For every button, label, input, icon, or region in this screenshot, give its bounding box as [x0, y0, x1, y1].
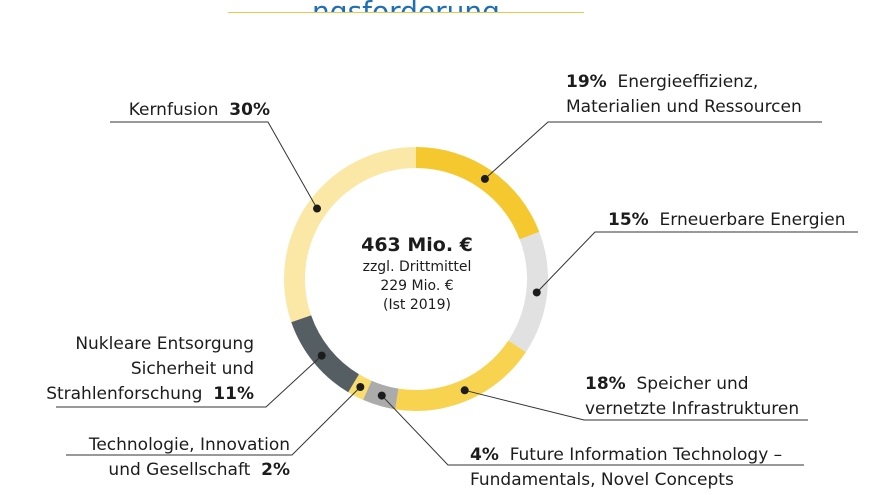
- center-line-1: zzgl. Drittmittel: [362, 259, 472, 275]
- label-kernfusion: Kernfusion 30%: [128, 100, 270, 120]
- chart-title: ngsforderung: [228, 0, 584, 13]
- label-nukleare: Nukleare Entsorgung Sicherheit und Strah…: [46, 334, 254, 404]
- leader-erneuerbar: [536, 231, 858, 293]
- label-fit: 4% Future Information Technology – Funda…: [470, 445, 783, 490]
- center-line-2: 229 Mio. €: [380, 278, 454, 294]
- donut-center: 463 Mio. € zzgl. Drittmittel 229 Mio. € …: [340, 232, 494, 315]
- dot-energie: [480, 174, 489, 183]
- dot-nukleare: [317, 351, 326, 360]
- leader-tig: [66, 386, 361, 456]
- leader-speicher: [464, 389, 808, 421]
- slice-erneuerbar: [508, 231, 548, 353]
- slice-kernfusion: [283, 147, 416, 323]
- leader-fit: [381, 395, 804, 466]
- dot-tig: [356, 382, 365, 391]
- dot-kernfusion: [313, 204, 322, 213]
- leader-energie: [484, 121, 822, 180]
- center-line-3: (Ist 2019): [383, 297, 451, 313]
- leader-nukleare: [56, 355, 323, 408]
- slice-energie: [416, 147, 540, 240]
- label-erneuerbar: 15% Erneuerbare Energien: [608, 210, 846, 230]
- label-speicher: 18% Speicher und vernetzte Infrastruktur…: [585, 374, 800, 419]
- label-energie: 19% Energieeffizienz, Materialien und Re…: [566, 72, 802, 117]
- dot-fit: [377, 391, 386, 400]
- dot-erneuerbar: [532, 288, 541, 297]
- total-amount: 463 Mio. €: [361, 234, 473, 256]
- label-tig: Technologie, Innovation und Gesellschaft…: [88, 435, 290, 480]
- slice-speicher: [395, 340, 526, 411]
- leader-kernfusion: [110, 121, 318, 209]
- dot-speicher: [460, 386, 469, 395]
